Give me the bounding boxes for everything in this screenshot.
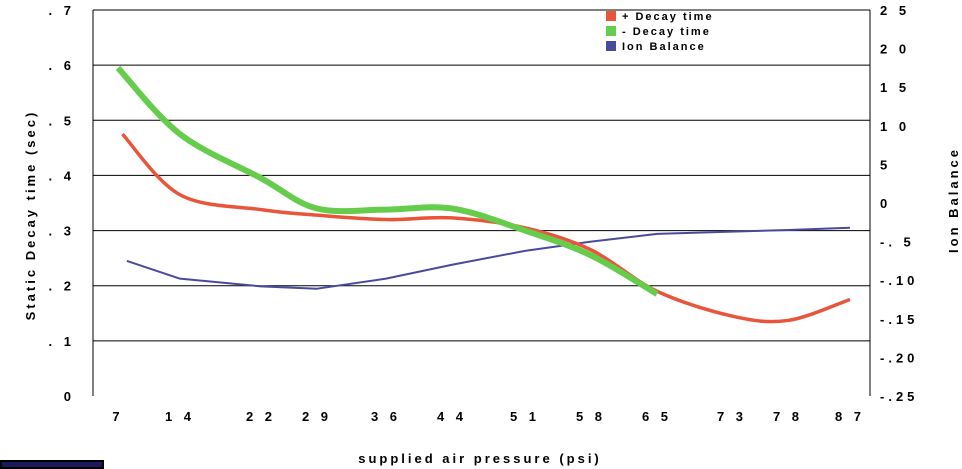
y2-tick-label: 5: [880, 157, 891, 172]
x-tick-label: 1 4: [165, 409, 195, 424]
y-tick-label: . 1: [49, 334, 75, 349]
x-tick-label: 7: [112, 409, 123, 424]
y2-tick-label: -. 5: [880, 235, 915, 250]
y2-tick-label: 0: [880, 196, 891, 211]
y-tick-label: . 7: [49, 3, 75, 18]
y2-tick-label: -.25: [880, 389, 918, 404]
legend-label: + Decay time: [622, 11, 714, 23]
y-axis-title: Static Decay time (sec): [23, 110, 38, 321]
legend-label: - Decay time: [622, 26, 711, 38]
y-tick-label: . 2: [49, 279, 75, 294]
series-line-2: [126, 226, 851, 290]
x-tick-label: 3 6: [371, 409, 401, 424]
series-line-0: [121, 132, 851, 324]
x-tick-label: 8 7: [835, 409, 865, 424]
y-tick-label: . 4: [49, 168, 75, 183]
x-tick-label: 7 8: [773, 409, 803, 424]
y-tick-label: . 6: [49, 58, 75, 73]
x-tick-label: 6 5: [642, 409, 672, 424]
series-lines: [115, 65, 851, 324]
y2-axis-title: Ion Balance: [946, 147, 961, 253]
y2-tick-label: -.15: [880, 312, 918, 327]
y2-tick-label: 1 5: [880, 80, 910, 95]
x-tick-label: 5 8: [576, 409, 606, 424]
x-tick-label: 5 1: [510, 409, 540, 424]
legend-swatch: [606, 11, 616, 21]
corner-box: [0, 460, 104, 469]
y-tick-label: . 3: [49, 224, 75, 239]
x-tick-label: 4 4: [437, 409, 467, 424]
x-axis-ticks: 7 1 4 2 2 2 9 3 6 4 4 5 1 5 8 6 5 7 3 7 8 8 7: [112, 409, 865, 424]
x-tick-label: 2 9: [302, 409, 332, 424]
legend-label: Ion Balance: [622, 41, 706, 53]
y2-tick-label: 1 0: [880, 119, 910, 134]
y-tick-label: . 5: [49, 113, 75, 128]
x-tick-label: 2 2: [246, 409, 276, 424]
x-tick-label: 7 3: [717, 409, 747, 424]
x-axis-title: supplied air pressure (psi): [358, 451, 602, 466]
y2-tick-label: 2 5: [880, 3, 910, 18]
y-tick-label: 0: [64, 389, 75, 404]
legend-swatch: [606, 41, 616, 51]
left-axis-ticks: 0 . 1 . 2 . 3 . 4 . 5 . 6 . 7: [49, 3, 75, 404]
y2-tick-label: 2 0: [880, 42, 910, 57]
grid-lines: [92, 9, 871, 396]
legend: + Decay time - Decay time Ion Balance: [606, 11, 714, 53]
y2-tick-label: -.10: [880, 273, 918, 288]
legend-swatch: [606, 26, 616, 36]
series-line-1: [115, 65, 659, 297]
y2-tick-label: -.20: [880, 350, 918, 365]
